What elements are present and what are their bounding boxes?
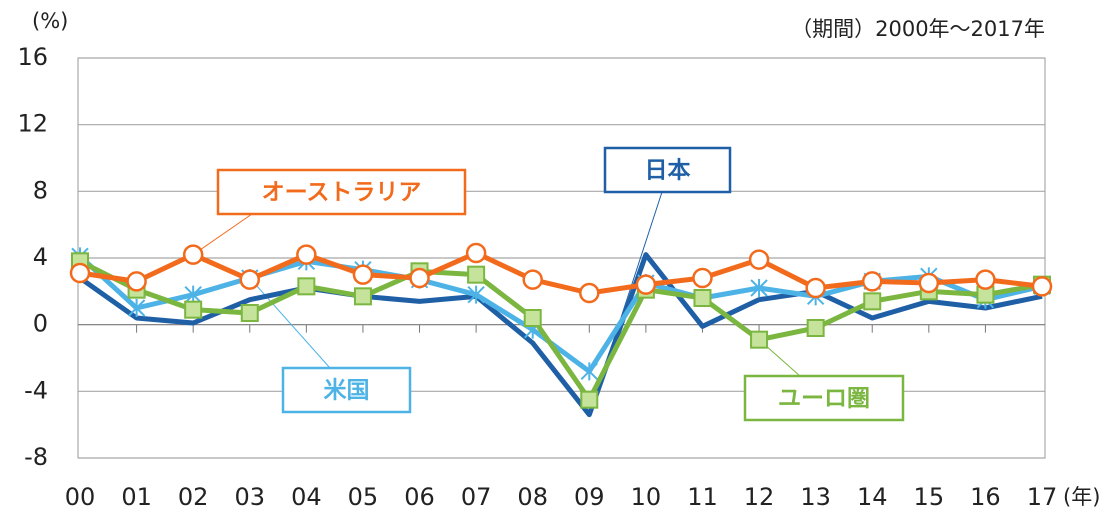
- point: [975, 269, 996, 290]
- y-tick-label: -8: [24, 443, 48, 471]
- series-label: オーストラリア: [262, 180, 422, 206]
- point: [127, 299, 146, 317]
- x-unit: (年): [1063, 485, 1100, 509]
- leader-line: [249, 277, 331, 369]
- x-tick-label: 17: [1027, 483, 1058, 511]
- x-tick-label: 15: [914, 483, 945, 511]
- x-tick-label: 12: [744, 483, 775, 511]
- annotation-box: [216, 168, 467, 216]
- x-tick-label: 04: [291, 483, 322, 511]
- annotation-box: [743, 374, 905, 422]
- point: [580, 390, 599, 409]
- leader-line: [192, 213, 253, 256]
- y-tick-label: 4: [33, 243, 48, 271]
- y-unit: (%): [32, 9, 68, 33]
- x-tick-label: 10: [631, 483, 662, 511]
- y-tick-label: 0: [33, 310, 48, 338]
- x-tick-label: 01: [121, 483, 152, 511]
- x-tick-label: 11: [687, 483, 718, 511]
- x-tick-label: 08: [517, 483, 548, 511]
- series-line: [78, 252, 1043, 418]
- x-tick-label: 07: [461, 483, 492, 511]
- point: [522, 269, 543, 290]
- point: [69, 262, 91, 284]
- point: [409, 267, 430, 289]
- series-label: ユーロ圏: [778, 386, 870, 412]
- point: [692, 267, 713, 289]
- point: [523, 309, 542, 327]
- point: [353, 287, 372, 306]
- point: [297, 277, 316, 296]
- x-tick-label: 00: [65, 483, 96, 511]
- x-tick-label: 13: [800, 483, 831, 511]
- point: [126, 271, 147, 292]
- point: [1031, 276, 1053, 297]
- x-tick-label: 14: [857, 483, 888, 511]
- point: [863, 292, 882, 311]
- y-tick-label: 8: [33, 176, 48, 204]
- point: [465, 242, 487, 264]
- period-note: （期間）2000年～2017年: [791, 17, 1045, 41]
- x-tick-label: 09: [574, 483, 605, 511]
- point: [579, 282, 600, 304]
- point: [750, 330, 769, 349]
- y-tick-label: -4: [24, 376, 48, 404]
- point: [467, 285, 485, 304]
- point: [806, 319, 825, 337]
- y-tick-label: 16: [17, 43, 48, 71]
- x-tick-label: 05: [348, 483, 379, 511]
- x-tick-label: 02: [178, 483, 209, 511]
- point: [748, 249, 770, 270]
- point: [861, 271, 883, 292]
- x-tick-label: 16: [970, 483, 1001, 511]
- point: [750, 279, 768, 297]
- point: [352, 264, 374, 285]
- point: [580, 362, 599, 381]
- annotation-box: [281, 366, 412, 414]
- point: [918, 272, 940, 294]
- series-label: 米国: [324, 378, 370, 404]
- point: [184, 300, 203, 319]
- point: [182, 244, 204, 265]
- x-tick-label: 06: [404, 483, 435, 511]
- point: [693, 289, 712, 307]
- point: [467, 265, 486, 284]
- point: [240, 304, 259, 322]
- annotation-box: [603, 146, 732, 194]
- x-tick-label: 03: [234, 483, 265, 511]
- series-label: 日本: [645, 158, 691, 184]
- point: [296, 244, 317, 265]
- series-line: [78, 259, 1043, 403]
- point: [239, 269, 261, 290]
- point: [635, 274, 657, 295]
- point: [805, 277, 826, 299]
- y-tick-label: 12: [17, 110, 48, 138]
